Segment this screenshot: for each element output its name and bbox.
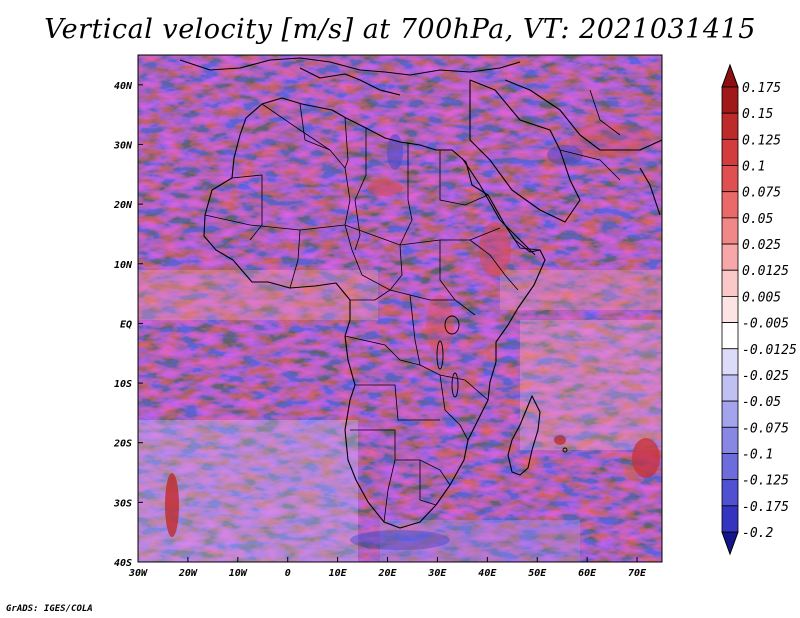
colorbar-swatch xyxy=(721,86,739,114)
lat-tick-label: 20S xyxy=(113,439,132,450)
lon-tick-label: 40E xyxy=(478,568,497,579)
lon-tick-label: 30W xyxy=(128,568,148,579)
colorbar-swatch xyxy=(721,426,739,454)
colorbar: 0.175 0.15 0.125 0.1 0.075 0.05 0.025 0.0125 0.0… xyxy=(721,63,797,556)
colorbar-label: 0.05 xyxy=(742,212,773,227)
colorbar-top-arrow xyxy=(721,63,739,88)
feature-cell-sw-atlantic xyxy=(165,473,179,537)
country-borders xyxy=(204,89,621,523)
velocity-field xyxy=(138,55,662,562)
colorbar-swatch xyxy=(721,138,739,166)
colorbar-label: -0.0125 xyxy=(742,343,797,358)
colorbar-label: -0.2 xyxy=(742,526,773,541)
colorbar-swatch xyxy=(721,165,739,193)
colorbar-bottom-arrow xyxy=(721,531,739,556)
lat-tick-label: EQ xyxy=(120,319,132,330)
colorbar-label: 0.1 xyxy=(742,160,765,175)
colorbar-swatch xyxy=(721,112,739,140)
lon-tick-label: 20E xyxy=(377,568,397,579)
colorbar-swatch xyxy=(721,374,739,402)
colorbar-label: -0.05 xyxy=(742,395,781,410)
colorbar-label: -0.175 xyxy=(742,500,789,515)
colorbar-swatch xyxy=(721,217,739,245)
colorbar-label: -0.1 xyxy=(742,447,773,462)
lat-tick-label: 30S xyxy=(113,498,132,509)
lat-tick-label: 40S xyxy=(114,558,132,569)
colorbar-label: 0.025 xyxy=(742,238,781,253)
colorbar-label: -0.125 xyxy=(742,474,789,489)
lat-tick-label: 10N xyxy=(114,260,133,271)
colorbar-swatch xyxy=(721,322,739,350)
plot-frame xyxy=(137,54,663,563)
lat-tick-label: 10S xyxy=(114,379,132,390)
colorbar-swatch xyxy=(721,505,739,533)
colorbar-swatch xyxy=(721,453,739,481)
colorbar-label: 0.175 xyxy=(742,81,781,96)
colorbar-label: 0.0125 xyxy=(742,264,789,279)
lon-tick-label: 60E xyxy=(578,568,597,579)
map-title: Vertical velocity [m/s] at 700hPa, VT: 2… xyxy=(44,14,756,45)
lon-tick-label: 30E xyxy=(427,568,447,579)
colorbar-swatch xyxy=(721,243,739,271)
lon-tick-label: 70E xyxy=(628,568,647,579)
lon-tick-label: 10W xyxy=(229,568,248,579)
latitude-axis: 40N 30N 20N 10N EQ 10S 20S 30S 40S xyxy=(113,81,143,569)
colorbar-swatch xyxy=(721,400,739,428)
colorbar-label: 0.15 xyxy=(742,107,773,122)
colorbar-label: -0.005 xyxy=(742,317,789,332)
colorbar-swatch xyxy=(721,348,739,376)
lon-tick-label: 50E xyxy=(528,568,547,579)
lakes xyxy=(436,315,568,453)
lon-tick-label: 0 xyxy=(285,568,291,579)
colorbar-label: 0.125 xyxy=(742,133,781,148)
colorbar-swatch xyxy=(721,479,739,507)
lat-tick-label: 30N xyxy=(113,140,133,151)
colorbar-label: 0.005 xyxy=(742,290,781,305)
lon-tick-label: 20W xyxy=(178,568,198,579)
colorbar-swatch xyxy=(721,296,739,323)
colorbar-label: 0.075 xyxy=(742,186,781,201)
colorbar-swatch xyxy=(721,191,739,219)
colorbar-swatch xyxy=(721,269,739,297)
lat-tick-label: 40N xyxy=(114,81,133,92)
lat-tick-label: 20N xyxy=(113,200,133,211)
lon-tick-label: 10E xyxy=(329,568,348,579)
colorbar-label: -0.075 xyxy=(742,421,789,436)
coastlines xyxy=(179,57,662,529)
feature-cell-east-madagascar xyxy=(632,438,660,478)
grads-credit: GrADS: IGES/COLA xyxy=(6,604,93,614)
colorbar-label: -0.025 xyxy=(742,369,789,384)
longitude-axis: 30W 20W 10W 0 10E 20E 30E 40E 50E 60E 70E xyxy=(128,557,647,579)
